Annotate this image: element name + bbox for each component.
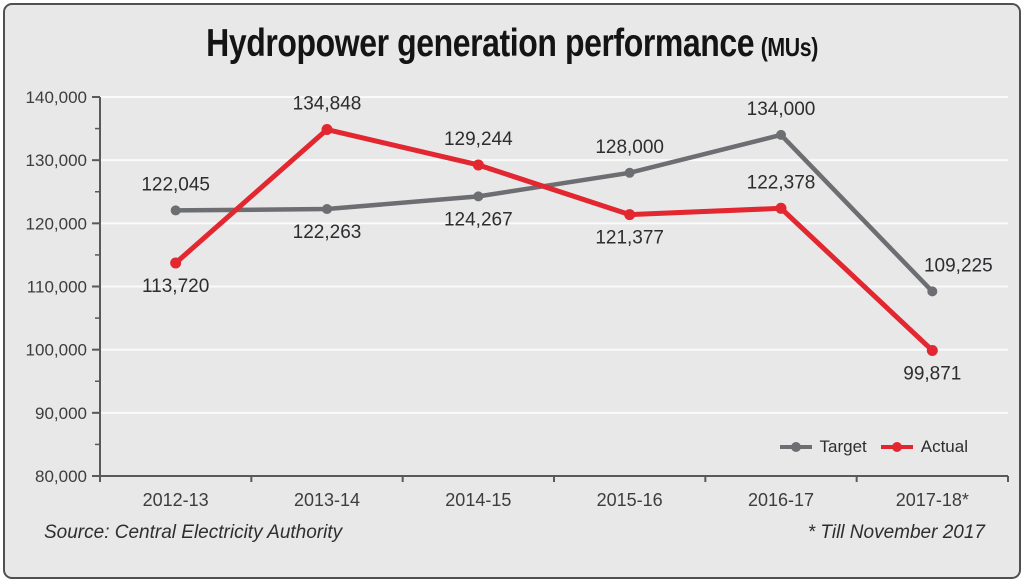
title-text: Hydropower generation performance: [206, 22, 755, 65]
x-axis-label: 2017-18*: [896, 490, 969, 510]
y-axis-label: 90,000: [35, 404, 87, 423]
actual-line: [174, 126, 935, 353]
target-line: [175, 132, 934, 293]
data-label: 124,267: [444, 209, 513, 230]
target-point: [170, 205, 181, 216]
figure-border: [3, 3, 1021, 579]
legend-label-actual: Actual: [920, 437, 968, 456]
y-axis-label: 140,000: [26, 88, 87, 107]
y-axis-label: 100,000: [26, 341, 87, 360]
actual-point: [472, 159, 484, 171]
chart-title-inner: Hydropower generation performance (MUs): [206, 22, 818, 66]
footnote: * Till November 2017: [807, 522, 985, 543]
data-label: 134,000: [747, 99, 816, 120]
legend-item-target: Target: [779, 437, 867, 457]
data-label: 128,000: [595, 137, 664, 158]
title-unit: (MUs): [760, 32, 819, 62]
data-label: 122,045: [141, 174, 210, 195]
target-point: [927, 286, 938, 297]
data-label: 121,377: [595, 228, 664, 249]
data-label: 129,244: [444, 129, 513, 150]
target-point: [776, 129, 786, 140]
actual-point: [926, 344, 938, 356]
x-axis-label: 2014-15: [445, 490, 511, 510]
target-point: [624, 167, 635, 178]
x-axis-label: 2016-17: [748, 490, 814, 510]
legend-item-actual: Actual: [880, 437, 968, 457]
x-axis-label: 2013-14: [294, 490, 360, 510]
actual-point: [624, 209, 636, 221]
data-label: 99,871: [903, 363, 961, 384]
y-axis-label: 110,000: [27, 278, 87, 297]
x-axis-label: 2015-16: [597, 490, 663, 510]
target-line-swatch-icon: [779, 442, 812, 452]
y-axis-label: 130,000: [26, 151, 87, 170]
source-credit: Source: Central Electricity Authority: [44, 522, 343, 543]
actual-point: [170, 257, 182, 269]
data-label: 109,225: [924, 255, 993, 276]
legend: Target Actual: [779, 437, 968, 457]
data-label: 122,263: [293, 222, 362, 243]
data-label: 134,848: [293, 94, 362, 115]
actual-point: [775, 202, 787, 214]
actual-point: [321, 124, 333, 136]
target-point: [322, 204, 332, 215]
x-axis-label: 2012-13: [143, 490, 209, 510]
chart-title: Hydropower generation performance (MUs): [0, 22, 1024, 66]
y-axis-label: 80,000: [35, 467, 87, 486]
data-label: 113,720: [142, 276, 209, 297]
data-label: 122,378: [747, 172, 816, 193]
y-axis-label: 120,000: [26, 214, 87, 233]
legend-label-target: Target: [819, 437, 867, 456]
actual-line-swatch-icon: [880, 442, 913, 452]
target-point: [473, 191, 484, 202]
